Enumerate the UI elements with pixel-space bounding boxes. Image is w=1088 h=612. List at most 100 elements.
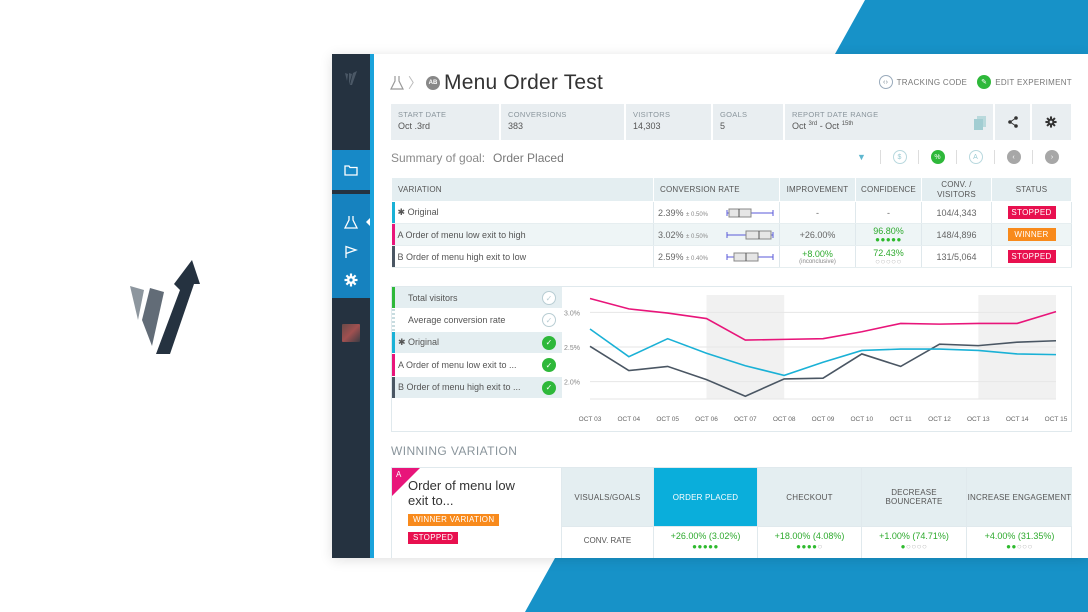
average-view-button[interactable]: A [957, 150, 995, 164]
revenue-view-button[interactable]: $ [881, 150, 919, 164]
prev-button[interactable]: ‹ [995, 150, 1033, 164]
goal-column-checkout[interactable]: CHECKOUT +18.00% (4.08%) ●●●●○ [757, 468, 861, 558]
svg-text:OCT 11: OCT 11 [890, 416, 913, 423]
sidebar-item-goals[interactable] [332, 240, 370, 264]
boxplot-chart [726, 252, 774, 261]
svg-text:OCT 10: OCT 10 [851, 416, 874, 423]
line-chart: 2.0% 2.5% 3.0% OCT 03 OCT 04 OCT 05 OCT 06 OCT … [564, 295, 1068, 423]
col-conversion-rate[interactable]: CONVERSION RATE [653, 177, 780, 202]
goal-dropdown[interactable]: ▼ [843, 150, 881, 164]
pencil-icon: ✎ [977, 75, 992, 89]
check-icon[interactable]: ✓ [542, 291, 556, 305]
svg-text:OCT 04: OCT 04 [618, 416, 641, 423]
check-icon[interactable]: ✓ [542, 380, 556, 395]
boxplot-chart [726, 208, 774, 217]
stat-conversions: CONVERSIONS 383 [501, 104, 626, 140]
user-avatar[interactable] [342, 324, 360, 342]
svg-text:OCT 09: OCT 09 [812, 416, 835, 423]
col-improvement[interactable]: IMPROVEMENT [779, 177, 856, 202]
main-content: 〉 AB Menu Order Test ‹› TRACKING CODE ✎ … [374, 54, 1088, 558]
copy-icon[interactable] [974, 116, 986, 130]
sidebar-item-folder[interactable] [332, 150, 370, 190]
legend-item-total-visitors[interactable]: Total visitors ✓ [392, 287, 562, 310]
ab-test-badge: AB [426, 76, 440, 90]
goals-grid: VISUALS/GOALS CONV. RATE ORDER PLACED +2… [561, 468, 1072, 558]
next-button[interactable]: › [1033, 150, 1071, 164]
sidebar-item-settings[interactable] [332, 268, 370, 292]
stat-report-date-range[interactable]: REPORT DATE RANGE Oct 3rd - Oct 15th [785, 104, 995, 140]
check-icon[interactable]: ✓ [542, 358, 556, 373]
triangle-down-icon: ▼ [857, 152, 866, 162]
stat-visitors: VISITORS 14,303 [626, 104, 713, 140]
table-row[interactable]: A Order of menu low exit to high 3.02% ±… [391, 223, 1072, 246]
average-icon: A [968, 150, 983, 164]
variation-name: Original [407, 207, 439, 217]
svg-text:OCT 06: OCT 06 [695, 416, 718, 423]
breadcrumb-separator: 〉 [408, 75, 422, 91]
decorative-banner-top [835, 0, 1088, 54]
svg-text:OCT 07: OCT 07 [734, 416, 757, 423]
edit-experiment-label: EDIT EXPERIMENT [995, 77, 1072, 87]
sidebar-logo-icon[interactable] [332, 54, 370, 102]
tracking-code-button[interactable]: ‹› TRACKING CODE [878, 75, 968, 89]
col-confidence[interactable]: CONFIDENCE [855, 177, 922, 202]
svg-text:2.5%: 2.5% [564, 345, 580, 352]
check-icon[interactable]: ✓ [542, 313, 556, 328]
edit-experiment-button[interactable]: ✎ EDIT EXPERIMENT [977, 75, 1072, 89]
svg-text:OCT 03: OCT 03 [579, 416, 602, 423]
goal-label: Summary of goal: [391, 151, 486, 165]
percent-view-button[interactable]: % [919, 150, 957, 164]
sidebar-group-experiment [332, 194, 370, 298]
svg-text:2.0%: 2.0% [564, 380, 580, 387]
svg-text:3.0%: 3.0% [564, 310, 580, 317]
variations-table: VARIATION CONVERSION RATE IMPROVEMENT CO… [391, 177, 1072, 268]
chart-panel: Total visitors ✓ Average conversion rate ✓… [391, 286, 1072, 432]
svg-text:OCT 15: OCT 15 [1045, 416, 1068, 423]
header-actions: ‹› TRACKING CODE ✎ EDIT EXPERIMENT [878, 75, 1072, 89]
legend-item-variation-a[interactable]: A Order of menu low exit to ... ✓ [392, 354, 562, 377]
share-button[interactable] [995, 104, 1032, 140]
legend-item-original[interactable]: ✱ Original ✓ [392, 331, 562, 355]
settings-button[interactable] [1032, 104, 1069, 140]
flag-icon [345, 245, 358, 258]
goals-row-labels: VISUALS/GOALS CONV. RATE [561, 468, 653, 558]
sidebar [332, 54, 372, 558]
legend-item-variation-b[interactable]: B Order of menu high exit to ... ✓ [392, 376, 562, 399]
flask-icon[interactable] [390, 75, 404, 91]
status-badge: WINNER [1007, 228, 1056, 241]
col-status[interactable]: STATUS [991, 177, 1072, 202]
goal-column-increase-engagement[interactable]: INCREASE ENGAGEMENT +4.00% (31.35%) ●●○○○ [966, 468, 1072, 558]
svg-text:OCT 05: OCT 05 [656, 416, 679, 423]
goal-column-decrease-bouncerate[interactable]: DECREASE BOUNCERATE +1.00% (74.71%) ●○○○○ [861, 468, 966, 558]
legend-item-average-rate[interactable]: Average conversion rate ✓ [392, 309, 562, 332]
winning-variation-heading: WINNING VARIATION [391, 444, 518, 458]
breadcrumb: 〉 AB Menu Order Test [390, 68, 603, 98]
variation-name: Order of menu low exit to high [405, 229, 526, 240]
table-row[interactable]: B Order of menu high exit to low 2.59% ±… [391, 245, 1072, 268]
confidence-dots: ●●●●● [875, 234, 902, 244]
check-icon[interactable]: ✓ [542, 335, 556, 350]
goal-selector[interactable]: Order Placed [493, 151, 564, 165]
gear-icon [344, 273, 358, 287]
stat-goals: GOALS 5 [713, 104, 785, 140]
winner-badge: WINNER VARIATION [408, 514, 500, 526]
flask-icon [344, 216, 358, 229]
col-variation[interactable]: VARIATION [391, 177, 654, 202]
svg-text:OCT 14: OCT 14 [1006, 416, 1029, 423]
winning-variation-name[interactable]: Order of menu low exit to... [408, 478, 515, 508]
chevron-right-icon: › [1045, 150, 1059, 164]
col-conv-visitors[interactable]: CONV. / VISITORS [921, 177, 992, 202]
svg-text:OCT 08: OCT 08 [773, 416, 796, 423]
stopped-badge: STOPPED [408, 532, 459, 544]
goal-summary: Summary of goal: Order Placed ▼ $ % A ‹ … [391, 150, 1071, 166]
table-row[interactable]: ✱ Original 2.39% ± 0.50% - - 104/4,343 S… [391, 201, 1072, 224]
confidence-dots: ○○○○○ [875, 256, 902, 266]
dollar-icon: $ [892, 150, 907, 164]
goal-column-order-placed[interactable]: ORDER PLACED +26.00% (3.02%) ●●●●● [653, 468, 757, 558]
boxplot-chart [726, 230, 774, 239]
sidebar-item-experiments[interactable] [332, 210, 370, 234]
share-icon [1007, 116, 1018, 128]
folder-icon [332, 158, 370, 182]
variation-corner-tag [392, 468, 420, 496]
decorative-banner-bottom [525, 558, 1088, 612]
